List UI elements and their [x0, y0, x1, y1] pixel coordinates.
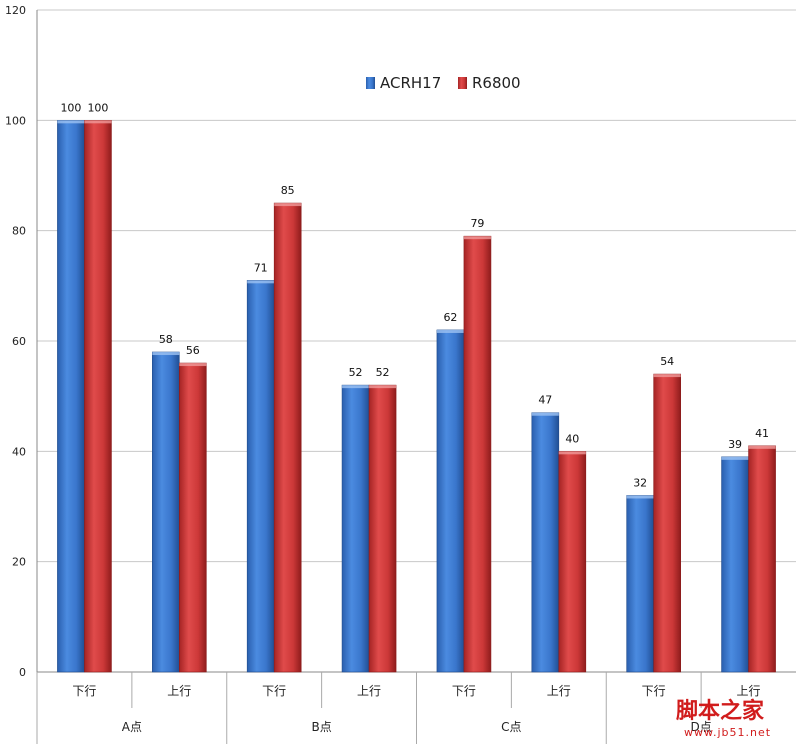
bar-top-highlight [247, 280, 275, 284]
data-label: 40 [565, 432, 579, 445]
bar-top-highlight [84, 120, 112, 124]
bar-top-highlight [748, 445, 776, 449]
y-tick-label: 0 [19, 666, 26, 679]
bar-top-highlight [653, 374, 681, 378]
watermark: 脚本之家 www.jb51.net [676, 698, 771, 739]
group-label: C点 [501, 720, 521, 734]
data-label: 85 [281, 184, 295, 197]
bar-acrh17-1 [152, 351, 180, 673]
x-tick-label: 上行 [737, 684, 761, 698]
bar-top-highlight [531, 412, 559, 416]
group-label: D点 [691, 720, 712, 734]
bar-r6800-4 [463, 235, 492, 673]
bar-top-highlight [342, 385, 370, 389]
data-label: 100 [60, 101, 81, 114]
bar-acrh17-6 [626, 495, 654, 673]
y-tick-label: 120 [5, 4, 26, 17]
bar-top-highlight [152, 352, 180, 356]
bar-top-highlight [369, 385, 397, 389]
data-label: 79 [470, 217, 484, 230]
data-label: 56 [186, 344, 200, 357]
data-label: 62 [443, 311, 457, 324]
legend-label: ACRH17 [380, 74, 441, 92]
y-tick-label: 20 [12, 556, 26, 569]
bar-top-highlight [721, 456, 749, 460]
watermark-url: www.jb51.net [684, 726, 771, 739]
x-tick-label: 下行 [642, 684, 666, 698]
bar-top-highlight [626, 495, 654, 499]
bar-acrh17-0 [57, 120, 85, 673]
bar-top-highlight [463, 236, 491, 240]
bar-top-highlight [57, 120, 85, 124]
bar-r6800-2 [273, 202, 302, 673]
legend-swatch [458, 77, 467, 89]
bar-acrh17-3 [341, 384, 370, 673]
data-label: 52 [349, 366, 363, 379]
y-tick-label: 80 [12, 225, 26, 238]
y-axis-tick-labels: 0 20 40 60 80 100 120 [5, 4, 26, 679]
bar-acrh17-7 [721, 456, 749, 673]
x-tick-label: 上行 [547, 684, 571, 698]
bar-r6800-5 [558, 451, 587, 673]
data-label: 41 [755, 427, 769, 440]
legend-label: R6800 [472, 74, 521, 92]
watermark-text: 脚本之家 [676, 698, 765, 724]
y-tick-label: 40 [12, 445, 26, 458]
data-label: 52 [376, 366, 390, 379]
bar-r6800-3 [368, 384, 397, 673]
x-tick-label: 下行 [262, 684, 286, 698]
x-tick-label: 下行 [452, 684, 476, 698]
data-label: 71 [254, 261, 268, 274]
data-label: 47 [538, 394, 552, 407]
x-axis-category-labels: 下行 上行 下行 上行 下行 上行 下行 上行 A点 B点 C点 D点 [36, 672, 761, 744]
data-label: 39 [728, 438, 742, 451]
bar-acrh17-4 [436, 329, 465, 673]
gridlines [37, 9, 796, 563]
y-tick-label: 60 [12, 335, 26, 348]
bar-r6800-7 [748, 445, 776, 673]
bar-top-highlight [274, 203, 302, 207]
data-labels: 100 58 71 52 62 47 32 39 100 56 85 52 79 40 54 41 [60, 101, 769, 489]
bar-acrh17-2 [246, 280, 275, 673]
bar-r6800-1 [179, 362, 207, 673]
x-tick-label: 上行 [357, 684, 381, 698]
bar-r6800-0 [84, 120, 112, 673]
data-label: 54 [660, 355, 674, 368]
data-label: 100 [87, 101, 108, 114]
y-tick-label: 100 [5, 114, 26, 127]
bars [57, 120, 776, 673]
bar-top-highlight [179, 363, 207, 367]
bar-top-highlight [558, 451, 586, 455]
data-label: 32 [633, 476, 647, 489]
bar-r6800-6 [653, 373, 681, 673]
group-label: B点 [312, 720, 332, 734]
legend-swatch [366, 77, 375, 89]
group-label: A点 [122, 720, 142, 734]
bar-top-highlight [436, 329, 464, 333]
x-tick-label: 上行 [167, 684, 191, 698]
data-label: 58 [159, 333, 173, 346]
x-tick-label: 下行 [72, 684, 96, 698]
bar-acrh17-5 [531, 412, 560, 673]
legend: ACRH17 R6800 [366, 74, 521, 92]
